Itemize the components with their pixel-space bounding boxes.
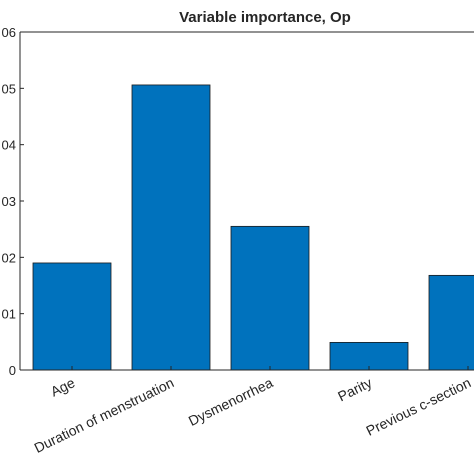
x-tick-label: Previous c-section	[363, 374, 473, 439]
bar-parity	[329, 341, 409, 371]
bar-age	[32, 262, 112, 371]
y-tick-label: 05	[2, 81, 16, 96]
bar-dysmenorrhea	[230, 225, 310, 371]
y-ticks-group: 0 01 02 03 04 05 06	[2, 25, 24, 378]
y-tick-label: 02	[2, 250, 16, 265]
chart-title: Variable importance, Op	[179, 9, 351, 26]
x-tick-label: Parity	[335, 374, 374, 404]
bar-previous-c-section	[428, 274, 474, 371]
x-tick-label: Age	[48, 374, 78, 399]
y-tick-label: 0	[9, 363, 16, 378]
bars-group	[32, 84, 474, 371]
bar-duration-of-menstruation	[131, 84, 211, 371]
x-tick-label: Dysmenorrhea	[186, 374, 276, 429]
y-tick-label: 01	[2, 307, 16, 322]
y-tick-label: 03	[2, 194, 16, 209]
y-tick-label: 04	[2, 138, 16, 153]
y-tick-label: 06	[2, 25, 16, 40]
